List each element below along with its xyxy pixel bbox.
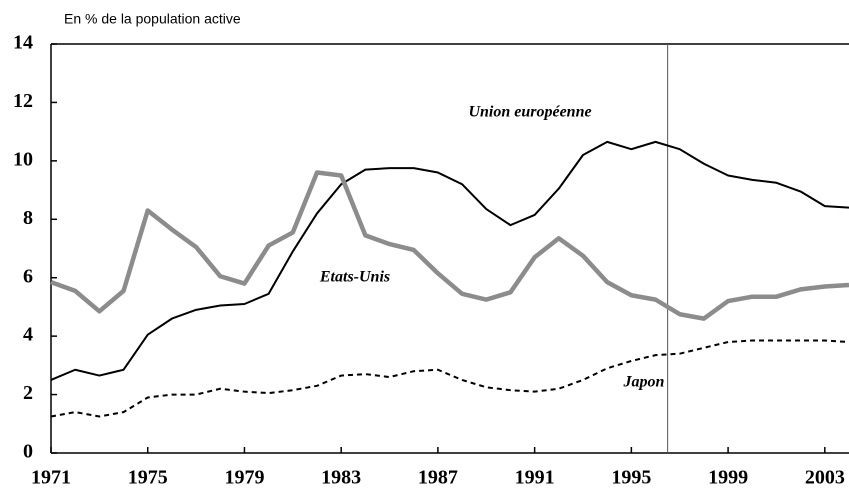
series-line [50, 170, 849, 321]
y-tick-label: 8 [23, 207, 33, 229]
x-tick-label: 1987 [418, 467, 458, 489]
series-line [50, 339, 849, 418]
y-axis-label: En % de la population active [64, 11, 241, 27]
x-tick-label: 1983 [321, 467, 361, 489]
x-tick-label: 2003 [805, 467, 845, 489]
x-tick-label: 1999 [708, 467, 748, 489]
x-tick-label: 1991 [515, 467, 555, 489]
y-tick-label: 14 [13, 32, 33, 54]
series-label: Union européenne [468, 104, 591, 121]
x-tick-label: 1979 [224, 467, 264, 489]
y-tick-label: 2 [23, 382, 33, 404]
x-tick-label: 1975 [128, 467, 168, 489]
y-tick-label: 12 [13, 90, 33, 112]
x-tick-label: 1971 [31, 467, 71, 489]
y-tick-label: 4 [23, 324, 33, 346]
y-tick-label: 0 [23, 441, 33, 463]
series-label: Etats-Unis [319, 269, 390, 286]
series-line [50, 140, 849, 381]
y-tick-label: 10 [13, 148, 33, 170]
series-label: Japon [623, 374, 665, 391]
y-tick-label: 6 [23, 265, 33, 287]
x-tick-label: 1995 [611, 467, 651, 489]
